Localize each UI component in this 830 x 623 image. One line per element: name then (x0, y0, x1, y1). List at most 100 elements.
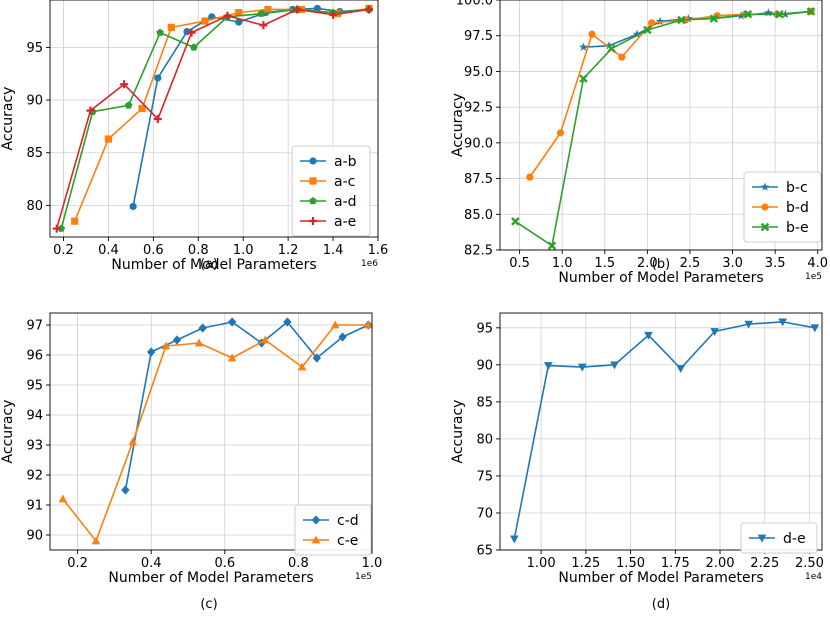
chart-1-xtick-label: 3.0 (722, 256, 743, 271)
chart-1-point-b-e (709, 14, 719, 23)
chart-1-xtick-label: 1.0 (552, 256, 573, 271)
chart-3-ytick-label: 70 (476, 506, 493, 521)
chart-0-line-a-e (55, 8, 370, 229)
chart-3-legend-marker-d-e (757, 534, 767, 543)
chart-0-ylabel: Accuracy (0, 87, 16, 151)
chart-1-legend-marker-b-d (761, 203, 769, 211)
chart-0-xtick-label: 0.4 (98, 243, 119, 258)
chart-2-point-c-e (58, 494, 68, 503)
chart-0-legend-marker-a-b (309, 157, 317, 165)
chart-3-point-d-e (710, 328, 719, 337)
chart-3-point-d-e (510, 535, 519, 544)
chart-3-xtick-label: 1.75 (661, 556, 690, 571)
chart-3-xtick-label: 2.50 (795, 556, 824, 571)
chart-1-xtick-label: 1.5 (594, 256, 615, 271)
chart-0-point-a-b (313, 4, 321, 13)
chart-1-axes-frame (499, 0, 823, 251)
chart-0-point-a-b (235, 18, 243, 26)
chart-2-xlabel: Number of Model Parameters (108, 570, 313, 586)
chart-3-point-d-e (810, 324, 820, 333)
chart-1-point-b-e (806, 7, 816, 16)
chart-1-point-b-e (743, 10, 753, 19)
chart-2-legend-marker-c-e (311, 535, 321, 544)
chart-1-point-b-e (677, 15, 686, 25)
chart-2-ytick-label: 97 (26, 319, 43, 334)
chart-3-caption: (d) (652, 597, 670, 612)
chart-1-point-b-e (775, 10, 784, 19)
chart-2-series-c-e (58, 320, 373, 545)
chart-2-xtick-label: 0.4 (141, 556, 162, 571)
chart-1-point-b-c (763, 8, 773, 17)
chart-1-ytick-label: 97.5 (464, 29, 493, 44)
chart-2-xtick-label: 0.8 (288, 556, 309, 571)
chart-3-x-scale-label: 1e4 (805, 572, 822, 582)
chart-2-ytick-label: 90 (26, 529, 43, 544)
chart-1-xtick-label: 2.5 (680, 256, 701, 271)
chart-1-caption: (b) (652, 257, 670, 272)
chart-2-point-c-e (128, 437, 138, 446)
chart-3-ytick-label: 90 (476, 358, 493, 373)
chart-3-point-d-e (744, 320, 753, 329)
chart-2-ytick-label: 96 (26, 349, 43, 364)
chart-1-x-scale-label: 1e5 (805, 272, 822, 282)
chart-3-ytick-label: 65 (476, 544, 493, 559)
chart-2-legend-box (294, 504, 372, 556)
chart-1-ytick-label: 87.5 (464, 172, 493, 187)
chart-0-point-a-d (156, 28, 164, 36)
chart-2-ylabel: Accuracy (0, 400, 16, 464)
chart-1-point-b-d (588, 30, 596, 38)
chart-1-point-b-e (607, 44, 616, 53)
chart-0-legend-marker-a-d (309, 197, 317, 205)
chart-1-legend-marker-b-c (760, 182, 770, 191)
chart-3-legend-box (740, 522, 818, 554)
panel-b: 0.5 1.0 1.5 2.0 2.5 3.0 3.5 4.0 82.5 85.0 87.5 90.0… (450, 0, 828, 286)
panel-c: 0.2 0.4 0.6 0.8 1.0 90 91 92 93 94 95 96 97 1e5 Number… (0, 312, 383, 612)
chart-0-xtick-label: 1.6 (368, 243, 389, 258)
chart-1-point-b-e (511, 217, 520, 226)
chart-1-xtick-label: 3.5 (765, 256, 786, 271)
chart-3-xtick-label: 1.00 (527, 556, 556, 571)
chart-2-point-c-e (260, 335, 270, 344)
chart-0-point-a-e (52, 224, 61, 233)
chart-3-ytick-label: 85 (476, 395, 493, 410)
chart-1-ytick-label: 82.5 (464, 244, 493, 259)
chart-2-xtick-label: 0.2 (67, 556, 88, 571)
chart-2-legend-label-c-d: c-d (337, 513, 359, 529)
chart-1-point-b-c (579, 42, 588, 51)
chart-1-ytick-label: 90.0 (464, 136, 493, 151)
panel-a: 0.2 0.4 0.6 0.8 1.0 1.2 1.4 1.6 80 85 90 95 1e6 Numbe… (0, 0, 388, 273)
chart-1-point-b-e (547, 241, 557, 250)
chart-0-point-a-b (154, 74, 162, 82)
chart-3-axes-frame (499, 312, 823, 551)
chart-0-point-a-e (120, 80, 129, 89)
chart-3-point-d-e (610, 361, 619, 370)
chart-3-point-d-e (644, 331, 653, 340)
chart-0-line-a-b (132, 7, 370, 207)
chart-1-xtick-label: 2.0 (637, 256, 658, 271)
chart-1-point-b-d (618, 53, 626, 61)
chart-1-point-b-c (655, 16, 665, 26)
chart-1-legend-label-b-d: b-d (786, 200, 809, 216)
chart-0-legend-marker-a-c (309, 177, 317, 185)
chart-2-point-c-d (172, 335, 182, 345)
chart-3-point-d-e (544, 362, 553, 371)
chart-0-ytick-label: 85 (26, 146, 43, 161)
chart-2-legend: c-d c-e (294, 504, 372, 556)
chart-0-point-a-e (365, 5, 374, 14)
chart-2-point-c-d (338, 332, 347, 342)
chart-0-point-a-c (201, 17, 209, 25)
chart-2-xtick-label: 1.0 (362, 556, 383, 571)
chart-1-legend-label-b-c: b-c (786, 180, 808, 196)
chart-0-ytick-label: 90 (26, 94, 43, 109)
panel-d: 1.00 1.25 1.50 1.75 2.00 2.25 2.50 65 70 75 80 85 90… (450, 312, 824, 612)
chart-0-point-a-c (235, 9, 243, 17)
chart-1-line-b-d (529, 10, 811, 178)
chart-3-xlabel: Number of Model Parameters (558, 570, 763, 586)
chart-2-ytick-label: 94 (26, 409, 43, 424)
chart-2-ytick-label: 91 (26, 499, 43, 514)
chart-3-line-d-e (513, 321, 815, 540)
chart-0-point-a-c (138, 104, 146, 113)
chart-0-ytick-label: 80 (26, 199, 43, 214)
chart-2-axes-frame (49, 312, 373, 551)
chart-1-xtick-label: 0.5 (509, 256, 530, 271)
